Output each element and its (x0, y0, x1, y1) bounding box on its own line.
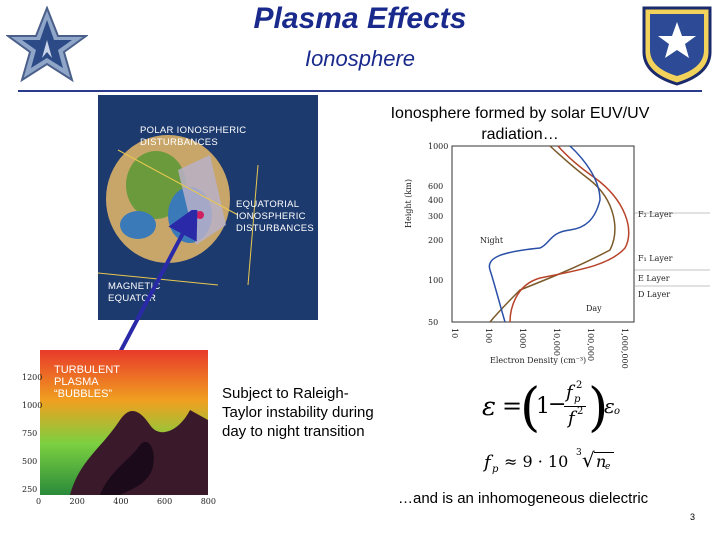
layer-d-label: D Layer (638, 290, 671, 299)
bubble-y-tick: 250 (22, 485, 38, 494)
eq-sign: = (502, 392, 523, 420)
one: 1 (536, 394, 550, 419)
fp2-symbol: f (484, 452, 491, 473)
layer-f2-label: F₂ Layer (638, 210, 673, 219)
chart-x-ticks: 10 100 1000 10,000 100,000 1,000,000 (446, 328, 646, 369)
right-paren: ) (588, 378, 609, 438)
permittivity-formula: ε = ( 1 − f p 2 f 2 ) ε o (482, 378, 622, 438)
minus: − (548, 392, 567, 417)
approx-term: ≈ 9 · 10 (504, 452, 569, 471)
chart-x-tick: 1000 (518, 328, 527, 349)
bubble-x-tick: 400 (113, 497, 129, 506)
ionosphere-heading-line1: Ionosphere formed by solar EUV/UV (390, 105, 650, 122)
chart-y-tick: 100 (428, 276, 444, 285)
bubbles-label-line1: TURBULENT (54, 364, 121, 376)
f-den: f (568, 408, 575, 429)
n-sub: e (605, 462, 611, 472)
bubble-x-tick: 200 (69, 497, 85, 506)
polar-label-line2: DISTURBANCES (140, 137, 219, 148)
fp-exp: 2 (576, 380, 583, 391)
left-paren: ( (520, 378, 541, 438)
chart-x-label: Electron Density (cm⁻³) (490, 356, 587, 365)
eps-symbol: ε (482, 392, 496, 422)
header-rule (18, 90, 702, 92)
polar-label-line1: POLAR IONOSPHERIC (140, 125, 247, 136)
sqrt-bar (594, 452, 614, 453)
day-label: Day (586, 304, 602, 313)
layer-f1-label: F₁ Layer (638, 254, 673, 263)
chart-x-tick: 1,000,000 (620, 328, 629, 369)
equatorial-label: EQUATORIAL IONOSPHERIC DISTURBANCES (236, 199, 314, 235)
bubbles-label-line2: PLASMA (54, 376, 99, 388)
chart-y-tick: 50 (428, 318, 439, 327)
bubble-x-tick: 800 (200, 497, 216, 506)
chart-y-tick: 300 (428, 212, 444, 221)
afrl-shield-logo (640, 4, 714, 86)
chart-x-tick: 100 (484, 328, 493, 344)
slide-title: Plasma Effects (253, 2, 467, 35)
bubble-x-tick: 600 (156, 497, 173, 506)
bubbles-label-line3: “BUBBLES” (54, 388, 113, 400)
chart-y-label: Height (km) (404, 179, 413, 228)
chart-x-tick: 10,000 (552, 328, 561, 356)
air-force-logo (4, 5, 90, 86)
ionosphere-heading: Ionosphere formed by solar EUV/UV radiat… (370, 103, 670, 145)
fp-num: f (566, 382, 573, 403)
ionosphere-heading-line2: radiation… (481, 126, 559, 143)
layer-e-label: E Layer (638, 274, 670, 283)
bubble-y-tick: 1200 (22, 373, 43, 382)
instability-text: Subject to Raleigh-Taylor instability du… (222, 385, 374, 440)
chart-y-tick: 200 (428, 236, 444, 245)
bubble-panel: TURBULENT PLASMA “BUBBLES” (40, 350, 208, 495)
approx-exp: 3 (576, 448, 582, 458)
night-label: Night (480, 236, 504, 245)
bubble-x-ticks: 0 200 400 600 800 (36, 497, 216, 506)
n-symbol: n (596, 452, 607, 471)
magnetic-equator-label: MAGNETIC EQUATOR (108, 281, 161, 305)
chart-y-tick: 600 (428, 182, 444, 191)
bubbles-label: TURBULENT PLASMA “BUBBLES” (54, 364, 120, 400)
equatorial-label-line2: IONOSPHERIC (236, 211, 306, 222)
magnetic-label-line2: EQUATOR (108, 293, 157, 304)
chart-x-tick: 100,000 (586, 328, 595, 362)
plasma-frequency-formula: f p ≈ 9 · 10 3 √ n e (484, 448, 614, 478)
f-den-exp: 2 (577, 406, 584, 417)
fp2-sub: p (492, 464, 499, 475)
bubble-y-tick: 500 (22, 457, 38, 466)
slide-subtitle: Ionosphere (304, 46, 416, 71)
magnetic-label-line1: MAGNETIC (108, 281, 161, 292)
ionosphere-profile-chart: Height (km) 1000 600 400 300 200 100 50 … (404, 140, 710, 370)
bubble-y-tick: 750 (22, 429, 38, 438)
sqrt-sign: √ (582, 448, 595, 472)
bubble-y-tick: 1000 (22, 401, 43, 410)
eps0-sub: o (614, 406, 621, 417)
fp-sub: p (574, 394, 581, 405)
eps0-symbol: ε (604, 394, 615, 418)
bubble-x-tick: 0 (36, 497, 42, 506)
polar-label: POLAR IONOSPHERIC DISTURBANCES (140, 125, 246, 149)
page-number: 3 (690, 512, 696, 522)
chart-y-tick: 400 (428, 196, 444, 205)
dielectric-text: …and is an inhomogeneous dielectric (398, 490, 649, 507)
bubble-y-ticks: 1200 1000 750 500 250 (22, 364, 42, 504)
bubble-arrow (116, 210, 198, 357)
chart-y-tick: 1000 (428, 142, 449, 151)
chart-x-tick: 10 (450, 328, 459, 339)
equatorial-label-line1: EQUATORIAL (236, 199, 300, 210)
globe-panel: POLAR IONOSPHERIC DISTURBANCES EQUATORIA… (98, 95, 318, 320)
fraction-bar (564, 406, 586, 407)
equatorial-label-line3: DISTURBANCES (236, 223, 315, 234)
